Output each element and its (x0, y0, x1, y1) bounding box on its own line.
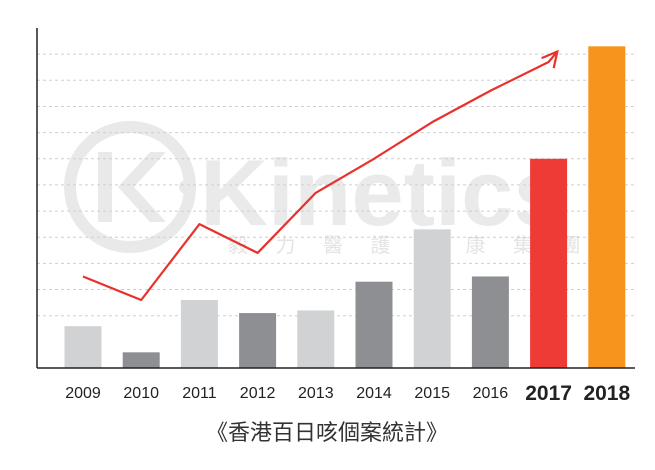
bar-2015 (413, 229, 451, 368)
trend-arrow (82, 49, 559, 302)
kinetics-logo-icon (64, 121, 196, 253)
x-tick-label-2016: 2016 (473, 385, 509, 402)
bar-2018 (588, 46, 626, 369)
watermark-subtitle-char: 毅 (228, 233, 248, 257)
bars (64, 46, 626, 369)
trend-arrowhead (541, 49, 559, 69)
bar-2010 (122, 352, 160, 368)
x-tick-label-2009: 2009 (65, 385, 101, 402)
watermark-subtitle-char: 集 (513, 233, 533, 257)
bar-2017 (530, 158, 568, 368)
bar-2016 (471, 276, 509, 368)
watermark-subtitle-char: 醫 (323, 233, 343, 257)
x-tick-label-2017: 2017 (525, 382, 572, 405)
bar-2013 (297, 310, 335, 368)
watermark-subtitle-char: 護 (371, 233, 391, 257)
watermark: Kinetics ® 毅力醫護健康集團 (64, 121, 600, 257)
x-tick-label-2012: 2012 (240, 385, 276, 402)
bar-2011 (180, 300, 218, 368)
bar-2014 (355, 281, 393, 368)
watermark-brand: Kinetics (200, 140, 566, 245)
watermark-subtitle-char: 康 (466, 233, 486, 257)
bar-2012 (239, 313, 277, 368)
trend-line (82, 50, 559, 302)
x-tick-labels: 2009 2010 2011 2012 2013 2014 2015 2016 2017 2018 (65, 382, 630, 405)
bar-2009 (64, 326, 102, 368)
x-tick-label-2011: 2011 (182, 385, 217, 402)
x-tick-label-2015: 2015 (414, 385, 450, 402)
x-tick-label-2018: 2018 (583, 382, 630, 405)
watermark-subtitle-char: 力 (276, 233, 296, 257)
x-tick-label-2014: 2014 (356, 385, 392, 402)
x-tick-label-2010: 2010 (123, 385, 159, 402)
x-tick-label-2013: 2013 (298, 385, 334, 402)
chart-caption: 《香港百日咳個案統計》 (206, 421, 448, 446)
